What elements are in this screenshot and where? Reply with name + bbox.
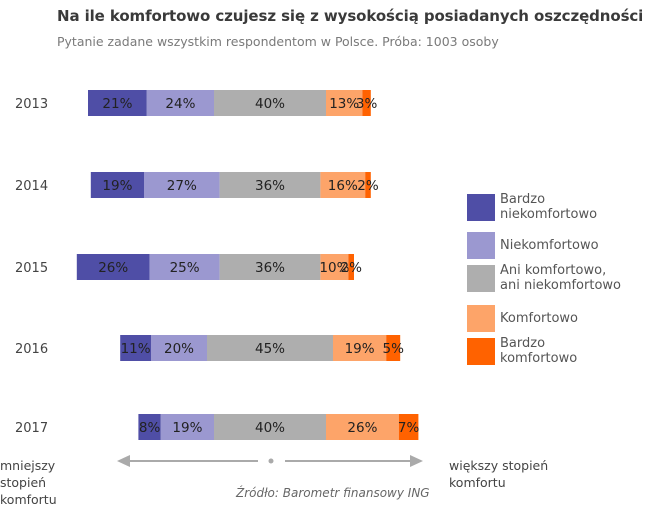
category-label-2015: 2015	[15, 261, 48, 276]
bar-2017-ani-komfortowo-ani-niekomfortowo	[214, 414, 326, 440]
legend-swatch	[467, 193, 495, 221]
arrow-head-right-icon	[410, 455, 423, 467]
data-label-2015-bardzo-komfortowo: 2%	[340, 260, 362, 276]
data-label-2017-bardzo-komfortowo: 7%	[398, 420, 420, 436]
bar-2013-bardzo-niekomfortowo	[88, 90, 147, 116]
data-label-2013-komfortowo: 13%	[329, 96, 359, 112]
data-label-2016-niekomfortowo: 20%	[164, 341, 194, 357]
bar-2015-ani-komfortowo-ani-niekomfortowo	[219, 254, 321, 280]
bar-2013-komfortowo	[326, 90, 363, 116]
data-label-2014-niekomfortowo: 27%	[167, 178, 197, 194]
arrow-center-dot	[268, 458, 274, 464]
data-label-2016-ani-komfortowo-ani-niekomfortowo: 45%	[255, 341, 285, 357]
category-label-2014: 2014	[15, 179, 48, 194]
bar-2015-niekomfortowo	[149, 254, 220, 280]
bar-2017-niekomfortowo	[160, 414, 214, 440]
bar-2016-bardzo-niekomfortowo	[120, 335, 151, 361]
legend-swatch	[467, 337, 495, 365]
data-label-2016-bardzo-niekomfortowo: 11%	[121, 341, 151, 357]
data-label-2015-bardzo-niekomfortowo: 26%	[98, 260, 128, 276]
bar-2015-komfortowo	[320, 254, 349, 280]
data-label-2015-ani-komfortowo-ani-niekomfortowo: 36%	[255, 260, 285, 276]
bar-2014-ani-komfortowo-ani-niekomfortowo	[219, 172, 321, 198]
legend-swatch	[467, 264, 495, 292]
legend-item-bardzo-komfortowo: Bardzo komfortowo	[467, 336, 577, 366]
data-label-2014-komfortowo: 16%	[328, 178, 358, 194]
axis-label-less-comfort: mniejszy stopień komfortu	[0, 458, 57, 507]
category-label-2013: 2013	[15, 97, 48, 112]
bar-2017-bardzo-niekomfortowo	[138, 414, 161, 440]
bar-2013-niekomfortowo	[146, 90, 214, 116]
bar-2017-komfortowo	[326, 414, 399, 440]
legend-swatch	[467, 232, 495, 259]
bar-2014-bardzo-niekomfortowo	[90, 172, 144, 198]
legend-swatch	[467, 305, 495, 332]
legend-item-ani-komfortowo-ani-niekomfortowo: Ani komfortowo, ani niekomfortowo	[467, 263, 621, 293]
data-label-2015-komfortowo: 10%	[319, 260, 349, 276]
data-label-2015-niekomfortowo: 25%	[170, 260, 200, 276]
legend-item-bardzo-niekomfortowo: Bardzo niekomfortowo	[467, 192, 597, 222]
data-label-2014-bardzo-komfortowo: 2%	[357, 178, 379, 194]
bar-2013-ani-komfortowo-ani-niekomfortowo	[214, 90, 326, 116]
data-label-2013-bardzo-niekomfortowo: 21%	[102, 96, 132, 112]
legend-item-niekomfortowo: Niekomfortowo	[467, 232, 599, 259]
arrow-head-left-icon	[117, 455, 130, 467]
data-label-2013-ani-komfortowo-ani-niekomfortowo: 40%	[255, 96, 285, 112]
chart-subtitle: Pytanie zadane wszystkim respondentom w …	[57, 34, 499, 49]
data-label-2014-bardzo-niekomfortowo: 19%	[102, 178, 132, 194]
bar-2014-komfortowo	[320, 172, 366, 198]
category-label-2017: 2017	[15, 421, 48, 436]
bar-2014-niekomfortowo	[144, 172, 220, 198]
data-label-2014-ani-komfortowo-ani-niekomfortowo: 36%	[255, 178, 285, 194]
chart-title: Na ile komfortowo czujesz się z wysokośc…	[57, 7, 644, 25]
bar-2016-komfortowo	[333, 335, 387, 361]
data-label-2013-niekomfortowo: 24%	[165, 96, 195, 112]
bar-2016-ani-komfortowo-ani-niekomfortowo	[207, 335, 333, 361]
legend-label: Bardzo niekomfortowo	[500, 192, 598, 222]
data-label-2017-bardzo-niekomfortowo: 8%	[139, 420, 161, 436]
legend-label: Bardzo komfortowo	[500, 336, 578, 366]
legend-label: Ani komfortowo, ani niekomfortowo	[500, 263, 621, 293]
axis-label-more-comfort: większy stopień komfortu	[449, 458, 549, 490]
category-label-2016: 2016	[15, 342, 48, 357]
bar-2013-bardzo-komfortowo	[362, 90, 371, 116]
data-label-2017-niekomfortowo: 19%	[172, 420, 202, 436]
data-label-2016-komfortowo: 19%	[345, 341, 375, 357]
legend-label: Niekomfortowo	[500, 238, 599, 253]
source-note: Źródło: Barometr finansowy ING	[236, 486, 430, 500]
data-label-2013-bardzo-komfortowo: 3%	[356, 96, 378, 112]
data-label-2017-komfortowo: 26%	[347, 420, 377, 436]
bar-2016-niekomfortowo	[151, 335, 207, 361]
bar-2014-bardzo-komfortowo	[365, 172, 371, 198]
bar-2017-bardzo-komfortowo	[398, 414, 419, 440]
legend-label: Komfortowo	[500, 311, 579, 326]
legend-item-komfortowo: Komfortowo	[467, 305, 578, 332]
data-label-2017-ani-komfortowo-ani-niekomfortowo: 40%	[255, 420, 285, 436]
bar-2015-bardzo-niekomfortowo	[76, 254, 150, 280]
bar-2016-bardzo-komfortowo	[386, 335, 401, 361]
bar-2015-bardzo-komfortowo	[348, 254, 354, 280]
data-label-2016-bardzo-komfortowo: 5%	[382, 341, 404, 357]
